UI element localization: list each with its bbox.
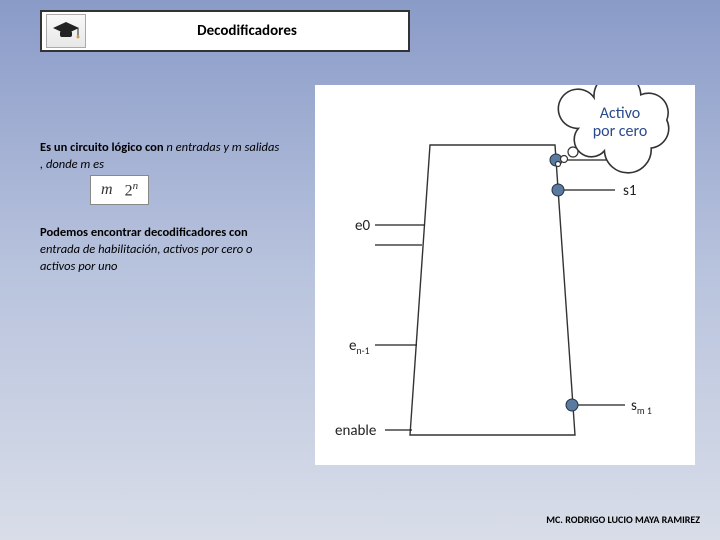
author-credit: MC. RODRIGO LUCIO MAYA RAMIREZ: [546, 513, 700, 526]
svg-text:por cero: por cero: [593, 122, 648, 141]
svg-text:s1: s1: [623, 182, 636, 200]
p2-lead: Podemos encontrar decodificadores con: [40, 225, 248, 240]
svg-text:enable: enable: [335, 422, 376, 440]
title-bar: Decodificadores: [40, 10, 410, 52]
decoder-diagram: e0en-1enables0s1sm 1Activopor cero: [315, 85, 695, 465]
p1-tail: , donde m es: [40, 157, 104, 172]
p1-mid: n entradas y m salidas: [166, 140, 279, 155]
graduation-cap-icon: [46, 14, 86, 48]
formula-power: 2n: [125, 180, 139, 200]
p1-lead: Es un circuito lógico con: [40, 140, 164, 155]
description-text: Podemos encontrar decodificadores con en…: [40, 225, 280, 276]
svg-text:Activo: Activo: [600, 104, 640, 123]
formula: m 2n: [90, 175, 149, 205]
svg-text:sm 1: sm 1: [631, 397, 652, 417]
definition-text: Es un circuito lógico con n entradas y m…: [40, 140, 280, 174]
page-title: Decodificadores: [86, 22, 408, 40]
svg-text:e0: e0: [355, 217, 370, 235]
svg-text:en-1: en-1: [349, 337, 370, 357]
p2-tail: entrada de habilitación, activos por cer…: [40, 242, 252, 274]
formula-m: m: [101, 181, 113, 199]
